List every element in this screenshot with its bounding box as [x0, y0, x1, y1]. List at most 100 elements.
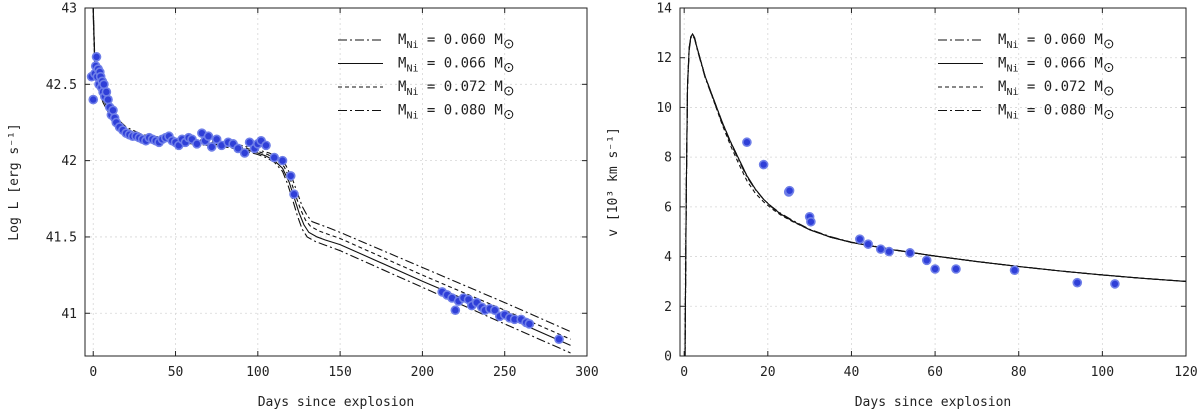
sun-symbol-dot: [507, 113, 510, 116]
legend-value: = 0.072 M: [1018, 79, 1102, 95]
legend-value: = 0.080 M: [1018, 103, 1102, 119]
x-tick-label: 300: [575, 365, 598, 380]
data-point: [524, 319, 535, 329]
data-point: [103, 94, 113, 105]
y-axis-label: v [10³ km s⁻¹]: [606, 127, 621, 237]
legend-subscript: Ni: [1006, 87, 1018, 98]
legend-symbol: M: [398, 103, 406, 119]
x-tick-label: 120: [1174, 365, 1197, 380]
data-point: [269, 152, 280, 163]
y-tick-label: 8: [664, 151, 672, 166]
x-tick-label: 0: [680, 365, 688, 380]
x-tick-label: 40: [844, 365, 860, 380]
legend-value: = 0.072 M: [418, 79, 502, 95]
legend-entry-0: MNi = 0.060 M: [998, 32, 1103, 51]
sun-symbol-ring: [504, 63, 514, 72]
x-tick-label: 250: [493, 365, 516, 380]
y-tick-label: 41: [61, 307, 77, 322]
x-tick-label: 0: [89, 365, 97, 380]
legend-symbol: M: [398, 32, 406, 48]
legend-value: = 0.066 M: [418, 56, 502, 72]
data-point: [206, 142, 217, 152]
legend-symbol: M: [998, 79, 1006, 95]
sun-symbol-dot: [1107, 90, 1110, 92]
legend-subscript: Ni: [406, 40, 418, 51]
data-point: [930, 264, 940, 274]
y-tick-label: 2: [664, 300, 672, 315]
y-tick-label: 12: [656, 51, 672, 66]
sun-symbol-ring: [504, 39, 514, 49]
legend-value: = 0.060 M: [1018, 32, 1102, 48]
data-point: [742, 137, 752, 148]
data-point: [91, 52, 102, 62]
data-point: [855, 234, 865, 244]
data-point: [921, 255, 932, 266]
legend-subscript: Ni: [1006, 40, 1018, 51]
data-point: [884, 246, 894, 257]
y-tick-label: 14: [656, 2, 672, 17]
data-point: [108, 105, 118, 116]
legend-entry-3: MNi = 0.080 M: [998, 103, 1103, 122]
model-curves: [684, 33, 1186, 356]
sun-symbol-ring: [1104, 63, 1114, 72]
velocity-panel: 0 20 40 60 80 100 120 0 2 4 6 8 10 12 14 Days since exp…: [606, 2, 1198, 411]
x-tick-label: 100: [246, 365, 269, 380]
model-curve-3: [684, 33, 1186, 356]
data-point: [239, 148, 250, 158]
data-point: [261, 140, 271, 151]
legend-symbol: M: [998, 32, 1006, 48]
legend-value: = 0.060 M: [418, 32, 502, 48]
legend-value: = 0.080 M: [418, 103, 502, 119]
data-point: [1072, 277, 1083, 288]
sun-symbol-ring: [1104, 39, 1114, 49]
legend-entry-0: MNi = 0.060 M: [398, 32, 503, 51]
sun-symbol-dot: [1107, 66, 1110, 69]
data-point: [863, 239, 873, 249]
legend-symbol: M: [398, 56, 406, 72]
data-point: [1110, 279, 1120, 289]
x-axis-label: Days since explosion: [258, 395, 415, 410]
legend-subscript: Ni: [1006, 64, 1018, 75]
x-tick-label: 100: [1091, 365, 1114, 380]
sun-symbol-dot: [507, 66, 510, 69]
data-point: [192, 139, 202, 149]
data-point: [951, 264, 961, 274]
data-point: [758, 159, 769, 170]
x-tick-label: 200: [411, 365, 434, 380]
data-point: [88, 94, 99, 105]
legend-symbol: M: [398, 79, 406, 95]
y-tick-label: 42: [61, 154, 77, 169]
data-point: [211, 134, 222, 145]
data-point: [450, 305, 461, 316]
legend-subscript: Ni: [406, 111, 418, 122]
plot-frame: [84, 7, 588, 357]
data-point: [203, 131, 214, 142]
data-point: [875, 244, 886, 254]
y-tick-label: 43: [61, 2, 77, 17]
data-point: [490, 305, 500, 316]
sun-symbol-ring: [1104, 86, 1114, 96]
legend-entry-1: MNi = 0.066 M: [398, 56, 503, 75]
legend-subscript: Ni: [406, 64, 418, 75]
legend-entry-2: MNi = 0.072 M: [398, 79, 503, 98]
data-point: [233, 143, 243, 154]
legend-subscript: Ni: [1006, 111, 1018, 122]
legend-entry-1: MNi = 0.066 M: [998, 56, 1103, 75]
x-tick-label: 150: [328, 365, 351, 380]
observed-points: [86, 52, 564, 345]
sun-symbol-dot: [1107, 43, 1110, 45]
y-tick-label: 0: [664, 350, 672, 365]
plot-frame: [679, 7, 1187, 357]
data-point: [277, 155, 288, 166]
legend-entry-3: MNi = 0.080 M: [398, 103, 503, 122]
legend-subscript: Ni: [406, 87, 418, 98]
data-point: [905, 248, 915, 258]
legend-symbol: M: [998, 56, 1006, 72]
data-point: [806, 216, 816, 227]
x-tick-label: 50: [168, 365, 184, 380]
sun-symbol-dot: [507, 90, 510, 92]
data-point: [1009, 265, 1020, 276]
